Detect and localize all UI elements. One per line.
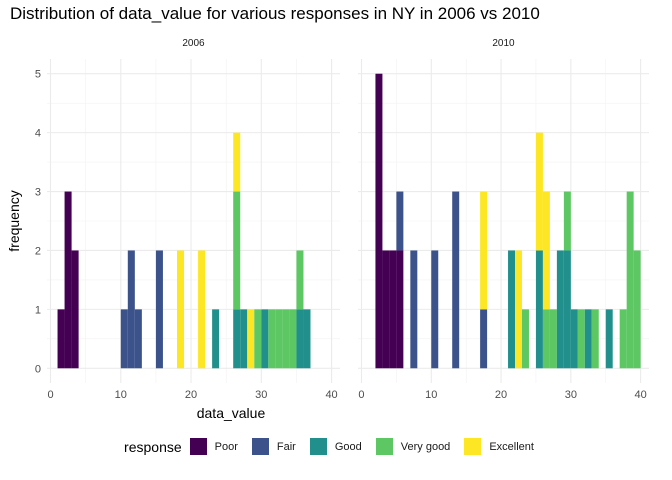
bar-poor [389, 250, 397, 369]
bar-very-good [521, 309, 529, 369]
bar-very-good [296, 250, 304, 310]
bar-very-good [591, 309, 599, 369]
bar-very-good [619, 309, 627, 369]
x-tick-label: 20 [495, 389, 507, 401]
bar-poor [396, 250, 404, 369]
bar-poor [375, 73, 383, 369]
legend-key [375, 438, 393, 455]
bar-poor [71, 250, 79, 369]
bar-very-good [549, 309, 557, 369]
bar-good [261, 309, 269, 369]
y-tick-label: 0 [35, 363, 41, 375]
bar-good [556, 250, 564, 369]
bar-fair [120, 309, 128, 369]
bar-poor [57, 309, 65, 369]
legend-key [464, 438, 482, 455]
bar-very-good [577, 309, 585, 369]
legend-key [189, 438, 207, 455]
bar-fair [134, 309, 142, 369]
legend-item-very-good: Very good [375, 438, 451, 455]
bar-excellent [233, 132, 241, 192]
bar-very-good [542, 309, 550, 369]
bar-fair [410, 250, 418, 369]
legend-key [309, 438, 327, 455]
bar-excellent [176, 250, 185, 369]
bar-good [563, 250, 571, 369]
bar-good [508, 250, 516, 369]
bar-fair [396, 191, 404, 251]
bar-very-good [289, 309, 297, 369]
bar-fair [480, 309, 488, 369]
bar-poor [64, 191, 72, 369]
legend-item-excellent: Excellent [464, 438, 534, 455]
legend-title: response [124, 438, 182, 455]
bar-very-good [633, 250, 641, 369]
legend-label: Very good [400, 440, 451, 453]
x-tick-label: 20 [185, 389, 197, 401]
bar-very-good [282, 309, 290, 369]
y-tick-label: 4 [35, 128, 41, 140]
bar-excellent [247, 309, 255, 369]
bar-good [605, 309, 613, 369]
legend-label: Poor [214, 440, 238, 453]
y-tick-label: 1 [35, 304, 41, 316]
legend: response Poor Fair Good Very good Excellent [0, 438, 672, 455]
facet-label: 2010 [492, 38, 515, 49]
bar-very-good [268, 309, 276, 369]
bar-good [240, 309, 248, 369]
bar-very-good [275, 309, 283, 369]
x-tick-label: 30 [565, 389, 577, 401]
bar-fair [431, 250, 439, 369]
bar-good [570, 309, 578, 369]
bar-excellent [198, 250, 206, 369]
bar-good [233, 309, 241, 369]
bar-poor [382, 250, 390, 369]
bar-good [584, 309, 592, 369]
legend-item-poor: Poor [189, 438, 238, 455]
y-tick-label: 2 [35, 245, 41, 257]
x-axis-title: data_value [197, 405, 266, 421]
bar-excellent [542, 191, 550, 310]
bar-very-good [626, 191, 634, 369]
bar-very-good [233, 191, 241, 310]
chart-title: Distribution of data_value for various r… [10, 4, 540, 23]
bar-very-good [254, 309, 262, 369]
bar-good [303, 309, 311, 369]
y-tick-label: 5 [35, 69, 41, 81]
bar-fair [127, 250, 135, 369]
bar-excellent [480, 191, 488, 310]
bar-excellent [535, 132, 543, 251]
legend-label: Good [334, 440, 362, 453]
y-axis-title: frequency [6, 190, 22, 251]
legend-items: Poor Fair Good Very good Excellent [189, 438, 548, 455]
bar-good [535, 250, 543, 369]
bar-very-good [563, 191, 571, 251]
x-tick-label: 0 [47, 389, 53, 401]
x-tick-label: 10 [425, 389, 437, 401]
bar-fair [155, 250, 163, 369]
x-tick-label: 0 [358, 389, 364, 401]
legend-label: Excellent [489, 440, 534, 453]
x-tick-label: 40 [325, 389, 337, 401]
bar-excellent [515, 250, 522, 369]
legend-label: Fair [276, 440, 296, 453]
facet-label: 2006 [182, 38, 205, 49]
bar-fair [452, 191, 460, 369]
bar-good [212, 309, 220, 369]
x-tick-label: 10 [115, 389, 127, 401]
legend-key [251, 438, 269, 455]
bar-good [296, 309, 304, 369]
x-tick-label: 40 [635, 389, 647, 401]
y-tick-label: 3 [35, 187, 41, 199]
legend-item-good: Good [309, 438, 362, 455]
x-tick-label: 30 [255, 389, 267, 401]
legend-item-fair: Fair [251, 438, 296, 455]
